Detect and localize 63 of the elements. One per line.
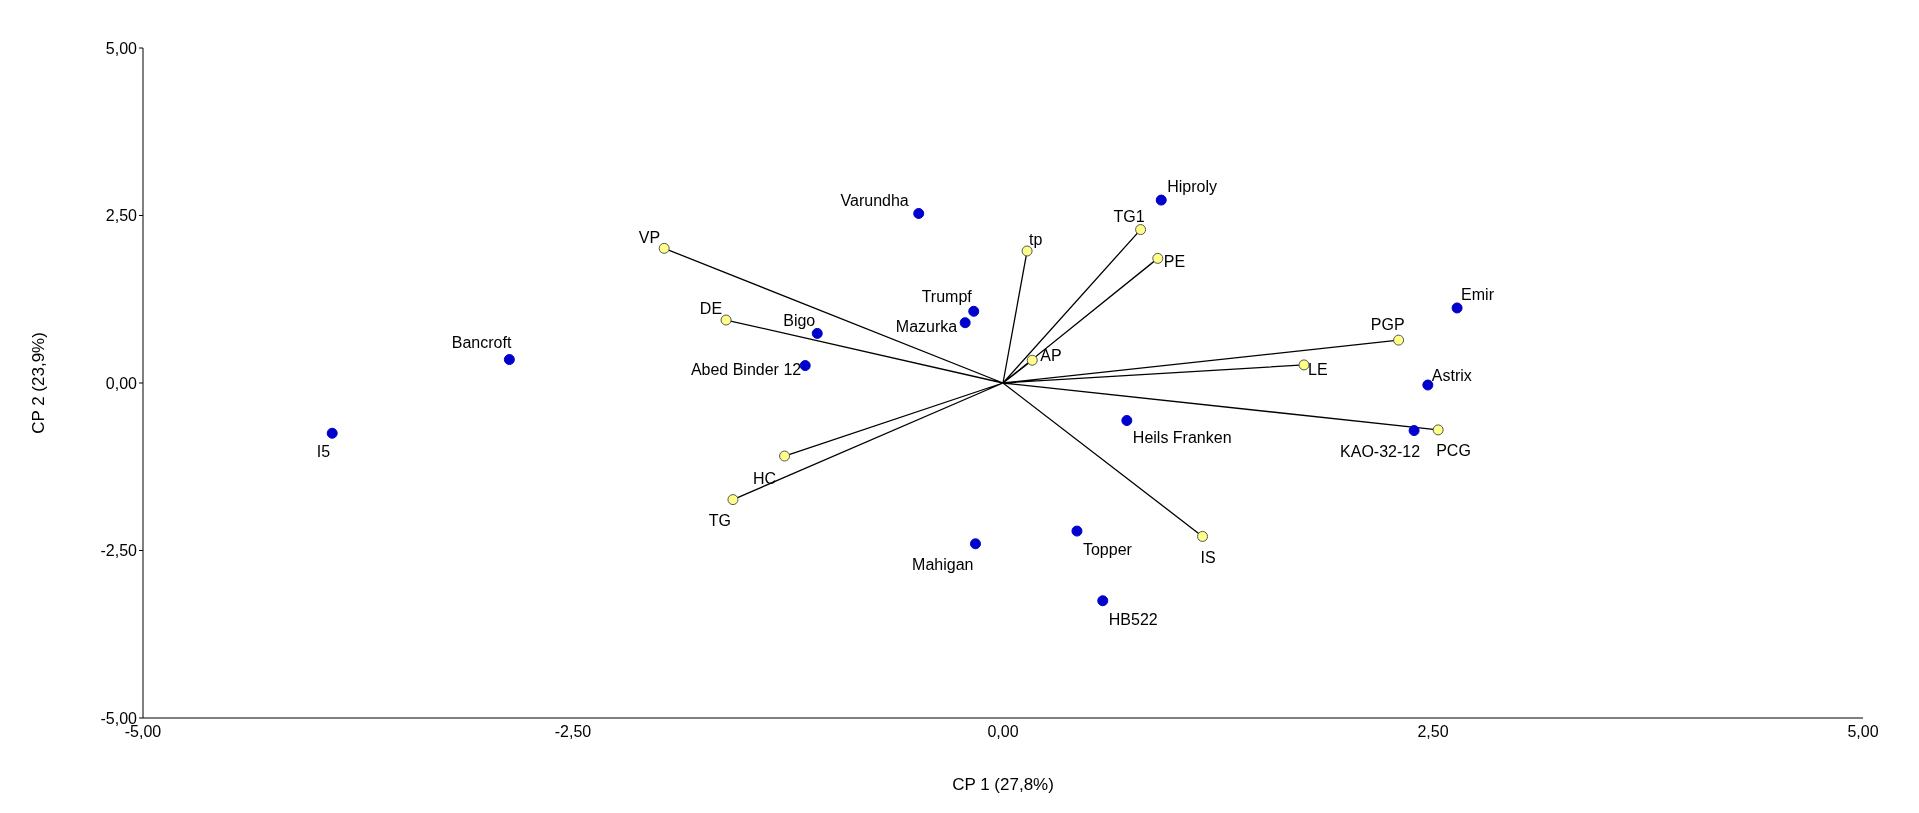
data-label: PCG	[1436, 442, 1471, 460]
point	[913, 207, 925, 219]
data-label: Hiproly	[1167, 178, 1218, 196]
y-tick-label: 2,50	[105, 207, 138, 225]
point	[1432, 424, 1444, 436]
point	[811, 327, 823, 339]
point	[1408, 425, 1420, 437]
point	[1097, 595, 1109, 607]
y-tick-label: -2,50	[100, 542, 138, 560]
data-label: TG1	[1113, 207, 1145, 225]
point	[969, 538, 981, 550]
data-label: PGP	[1370, 316, 1405, 334]
point	[1121, 415, 1133, 427]
x-tick-label: -5,00	[124, 723, 162, 741]
y-tick-label: 0,00	[105, 374, 138, 392]
data-label: Topper	[1082, 541, 1133, 559]
point	[1155, 194, 1167, 206]
point	[1026, 354, 1038, 366]
point	[1197, 530, 1209, 542]
data-label: Mazurka	[895, 317, 958, 335]
point	[503, 354, 515, 366]
data-label: TG	[708, 511, 731, 529]
data-label: tp	[1029, 231, 1043, 249]
data-label: VP	[638, 228, 661, 246]
data-label: Mahigan	[912, 556, 974, 574]
point	[968, 305, 980, 317]
point	[1298, 359, 1310, 371]
point	[1393, 334, 1405, 346]
data-label: Bigo	[783, 311, 816, 329]
point	[720, 314, 732, 326]
data-label: Trumpf	[921, 287, 973, 305]
data-label: LE	[1308, 361, 1328, 379]
data-label: IS	[1200, 548, 1216, 566]
data-label: HB522	[1108, 610, 1158, 628]
point	[1135, 224, 1147, 236]
point	[1152, 252, 1164, 264]
point	[326, 427, 338, 439]
data-label: PE	[1163, 252, 1186, 270]
point	[959, 317, 971, 329]
x-axis-title: CP 1 (27,8%)	[952, 775, 1054, 794]
y-axis-title: CP 2 (23,9%)	[29, 332, 49, 434]
x-tick-label: 5,00	[1847, 723, 1879, 741]
y-tick-label: 5,00	[105, 39, 138, 57]
point	[658, 242, 670, 254]
point	[727, 494, 739, 506]
data-label: DE	[699, 300, 723, 318]
data-label: HC	[753, 470, 777, 488]
data-label: Heils Franken	[1132, 428, 1232, 446]
data-label: I5	[316, 443, 331, 461]
data-label: AP	[1040, 347, 1062, 365]
data-label: KAO-32-12	[1340, 442, 1421, 460]
point	[1422, 379, 1434, 391]
point	[779, 450, 791, 462]
x-tick-label: -2,50	[554, 723, 592, 741]
data-label: Astrix	[1431, 367, 1472, 385]
data-label: Abed Binder 12	[690, 360, 802, 378]
x-tick-label: 0,00	[987, 723, 1019, 741]
point	[1071, 525, 1083, 537]
x-tick-label: 2,50	[1417, 723, 1449, 741]
data-label: Emir	[1461, 286, 1495, 304]
data-label: Bancroft	[451, 333, 512, 351]
point	[1451, 302, 1463, 314]
data-label: Varundha	[840, 191, 909, 209]
